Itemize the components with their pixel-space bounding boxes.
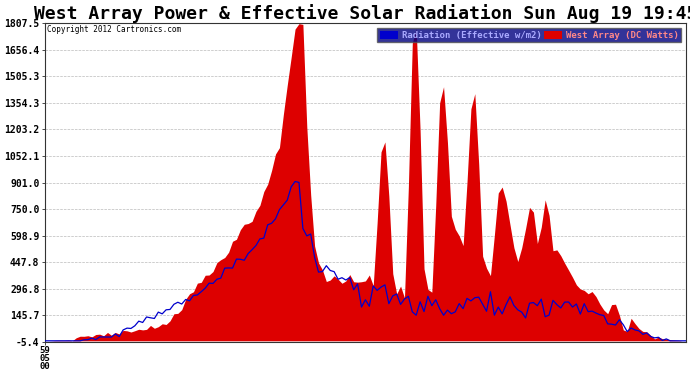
Text: Copyright 2012 Cartronics.com: Copyright 2012 Cartronics.com [47, 25, 181, 34]
Legend: Radiation (Effective w/m2), West Array (DC Watts): Radiation (Effective w/m2), West Array (… [377, 28, 681, 42]
Title: West Array Power & Effective Solar Radiation Sun Aug 19 19:45: West Array Power & Effective Solar Radia… [34, 4, 690, 23]
